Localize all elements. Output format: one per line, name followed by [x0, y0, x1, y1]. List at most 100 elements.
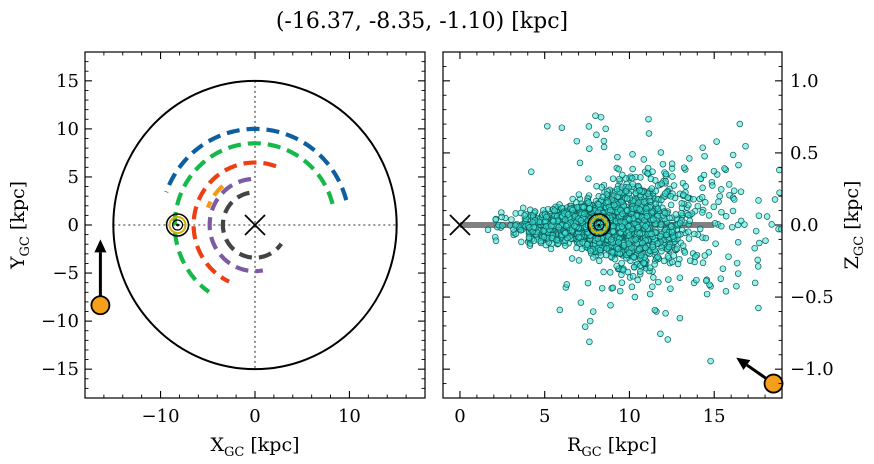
scatter-point	[651, 306, 659, 314]
scatter-point	[607, 206, 614, 214]
scatter-point	[609, 284, 617, 292]
galactic-center-marker	[244, 214, 266, 236]
scatter-point	[699, 184, 706, 192]
scatter-point	[589, 308, 597, 315]
scatter-point	[713, 138, 720, 145]
left-x-axis-label: XGC [kpc]	[210, 434, 299, 460]
scatter-point	[670, 182, 678, 189]
scatter-point	[755, 197, 762, 204]
scatter-point	[645, 115, 652, 123]
scatter-point	[733, 259, 741, 267]
scatter-point	[752, 227, 760, 235]
scatter-point	[699, 209, 706, 216]
scatter-point	[680, 164, 688, 171]
scatter-point	[525, 234, 533, 241]
scatter-point	[755, 304, 762, 312]
scatter-point	[600, 268, 607, 276]
right-plot-content	[459, 112, 782, 365]
left-plot-content	[94, 79, 398, 371]
scatter-point	[584, 279, 592, 287]
y-tick-label: −1.0	[790, 359, 834, 380]
scatter-point	[702, 199, 709, 206]
scatter-point	[600, 143, 608, 151]
scatter-point	[662, 170, 670, 178]
scatter-point	[673, 245, 681, 252]
scatter-point	[575, 233, 583, 241]
x-tick-label: 0	[454, 406, 465, 427]
scatter-point	[658, 196, 665, 204]
scatter-point	[636, 230, 643, 237]
scatter-point	[492, 216, 499, 223]
scatter-point	[648, 185, 656, 192]
scatter-point	[562, 222, 570, 230]
scatter-point	[676, 274, 684, 281]
scatter-point	[661, 190, 669, 197]
scatter-point	[663, 231, 670, 239]
scatter-point	[646, 290, 654, 298]
scatter-point	[736, 120, 744, 128]
scatter-point	[639, 239, 646, 247]
right-plot-markers	[449, 213, 784, 394]
scatter-point	[722, 288, 730, 295]
scatter-point	[755, 212, 763, 219]
scatter-point	[650, 274, 657, 281]
scatter-point	[691, 230, 698, 238]
scatter-point	[686, 155, 693, 162]
scatter-point	[571, 222, 578, 230]
sun-marker	[168, 216, 187, 234]
y-tick-label: 1.0	[790, 71, 819, 92]
scatter-point	[498, 213, 505, 221]
scatter-point	[709, 182, 716, 189]
scatter-point	[674, 260, 682, 268]
scatter-point	[699, 144, 706, 151]
scatter-point	[628, 174, 636, 182]
scatter-point	[741, 221, 748, 228]
scatter-point	[771, 196, 779, 203]
scatter-point	[619, 171, 626, 179]
scatter-point	[700, 171, 708, 179]
scatter-point	[674, 231, 682, 239]
scatter-point	[628, 283, 636, 291]
scatter-point	[622, 187, 630, 195]
scatter-point	[642, 205, 650, 212]
scatter-point	[662, 310, 669, 317]
scatter-point	[595, 201, 602, 208]
scatter-point	[597, 252, 605, 259]
scatter-point	[763, 213, 771, 220]
scatter-point	[679, 242, 687, 249]
galactic-center-marker-right	[449, 214, 471, 236]
scatter-point	[637, 252, 645, 259]
scatter-point	[585, 175, 592, 182]
scatter-point	[587, 247, 594, 255]
scatter-point	[585, 123, 593, 130]
scatter-point	[729, 151, 737, 159]
scatter-point	[654, 253, 661, 261]
scatter-point	[685, 235, 693, 242]
scatter-point	[701, 252, 709, 259]
scatter-point	[589, 254, 597, 261]
scatter-point	[710, 167, 718, 175]
scatter-point	[577, 299, 585, 306]
y-tick-label: 5	[68, 167, 79, 188]
scatter-point	[629, 151, 636, 158]
spiral-arm-5	[220, 190, 284, 260]
scatter-point	[664, 336, 672, 343]
scatter-point	[576, 159, 584, 167]
scatter-point	[703, 290, 711, 298]
scatter-point	[530, 223, 538, 231]
scatter-point	[678, 209, 685, 217]
scatter-point	[751, 279, 759, 287]
scatter-point	[602, 125, 609, 133]
scatter-point	[729, 207, 737, 215]
right-ticks: 0 5 10 15 −1.0 −0.5 0.0 0.5 1.0	[442, 51, 834, 427]
scatter-point	[586, 317, 594, 325]
x-tick-label: −10	[142, 406, 180, 427]
scatter-point	[563, 281, 571, 288]
sun-marker-right	[597, 223, 601, 227]
scatter-point	[721, 165, 728, 172]
scatter-point	[631, 293, 639, 301]
scatter-point	[615, 165, 622, 173]
scatter-point	[492, 237, 500, 244]
scatter-point	[528, 168, 535, 176]
scatter-point	[629, 165, 636, 173]
